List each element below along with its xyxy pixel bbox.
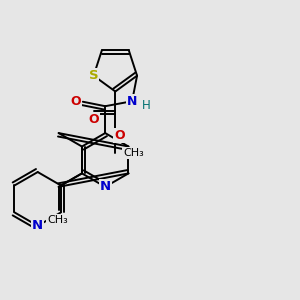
Text: O: O — [88, 113, 99, 126]
Text: N: N — [100, 180, 111, 193]
Text: O: O — [70, 95, 81, 108]
Text: S: S — [89, 69, 98, 82]
Text: CH₃: CH₃ — [47, 214, 68, 225]
Text: N: N — [127, 95, 137, 108]
Text: O: O — [114, 129, 124, 142]
Text: H: H — [142, 99, 150, 112]
Text: CH₃: CH₃ — [123, 148, 144, 158]
Text: N: N — [32, 219, 43, 232]
